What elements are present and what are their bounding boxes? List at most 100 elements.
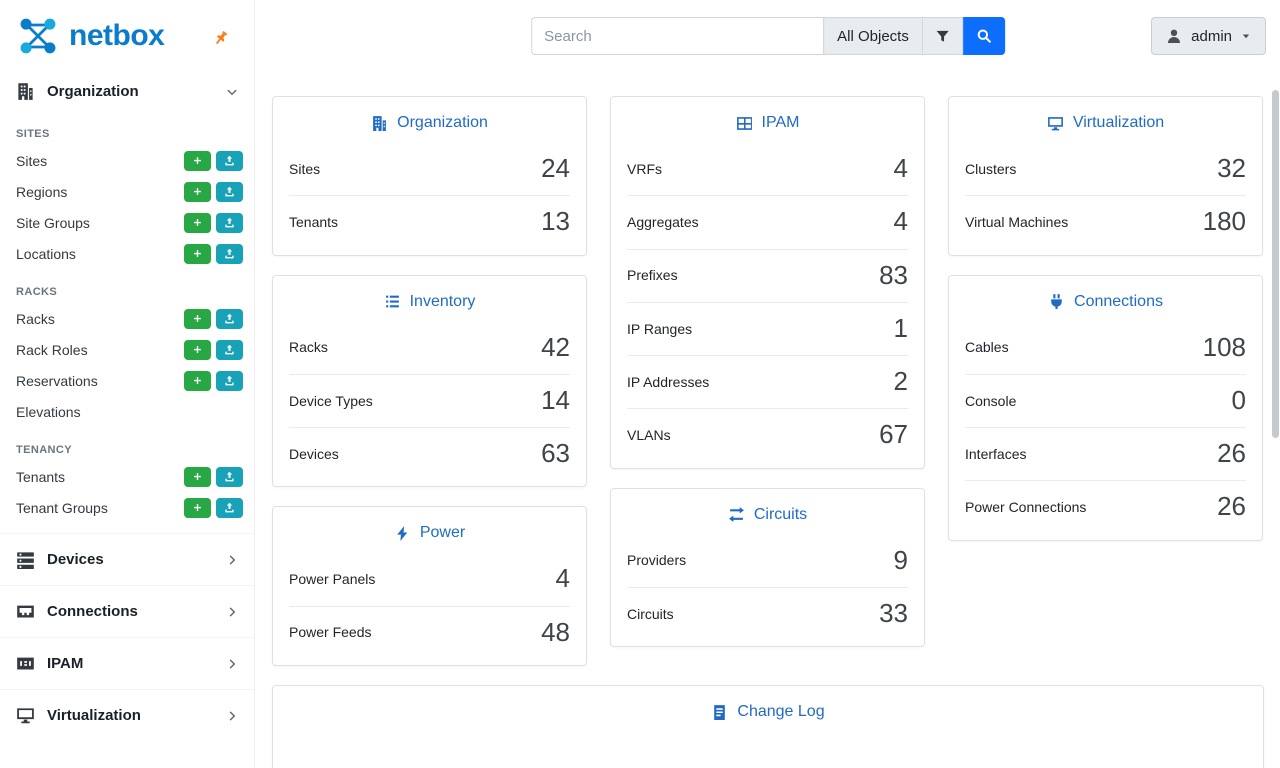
card-virtualization: Virtualization Clusters 32 Virtual Machi… (948, 96, 1263, 256)
scrollbar[interactable] (1272, 90, 1279, 438)
stat-row: Virtual Machines 180 (965, 195, 1246, 248)
stat-label[interactable]: Clusters (965, 160, 1017, 177)
stat-label[interactable]: IP Addresses (627, 373, 710, 390)
search-input[interactable] (531, 17, 824, 55)
sidebar-link[interactable]: Reservations (16, 372, 98, 389)
brand-name: netbox (69, 19, 165, 52)
sidebar-link[interactable]: Sites (16, 152, 48, 169)
add-button[interactable] (184, 339, 211, 360)
import-button[interactable] (216, 212, 243, 233)
grid-icon (736, 115, 753, 132)
sidebar-group-label: Connections (47, 603, 138, 620)
import-button[interactable] (216, 181, 243, 202)
add-button[interactable] (184, 497, 211, 518)
magnifier-icon (976, 28, 992, 44)
sidebar-group-connections[interactable]: Connections (0, 585, 254, 637)
sidebar-item-racks: Racks (0, 303, 254, 334)
import-button[interactable] (216, 150, 243, 171)
add-button[interactable] (184, 466, 211, 487)
card-header: Inventory (273, 276, 586, 322)
stat-label[interactable]: Cables (965, 339, 1009, 356)
sidebar-group-devices[interactable]: Devices (0, 533, 254, 585)
notebook-icon (711, 704, 728, 721)
add-button[interactable] (184, 370, 211, 391)
search-submit-button[interactable] (962, 17, 1005, 55)
sidebar-link[interactable]: Tenant Groups (16, 499, 108, 516)
stat-label[interactable]: Providers (627, 552, 687, 569)
search-scope-button[interactable]: All Objects (823, 17, 923, 55)
sidebar-group-virtualization[interactable]: Virtualization (0, 689, 254, 741)
stat-row: VRFs 4 (627, 143, 908, 195)
stat-value: 108 (1202, 331, 1246, 362)
import-button[interactable] (216, 370, 243, 391)
sidebar-link[interactable]: Tenants (16, 468, 66, 485)
import-button[interactable] (216, 339, 243, 360)
section-header-tenancy: TENANCY (16, 444, 72, 456)
stat-label[interactable]: Console (965, 392, 1017, 409)
user-menu-button[interactable]: admin (1151, 17, 1266, 55)
stat-label[interactable]: Power Connections (965, 499, 1087, 516)
stat-label[interactable]: Tenants (289, 213, 339, 230)
stat-label[interactable]: Devices (289, 445, 339, 462)
stat-label[interactable]: Interfaces (965, 445, 1027, 462)
ipam-icon (16, 654, 35, 673)
stat-label[interactable]: Circuits (627, 605, 674, 622)
sidebar-group-label: Organization (47, 83, 139, 100)
stat-label[interactable]: Aggregates (627, 213, 699, 230)
sidebar-link[interactable]: Site Groups (16, 214, 90, 231)
card-title: Inventory (409, 292, 476, 310)
sidebar-item-elevations: Elevations (0, 396, 254, 427)
stat-value: 14 (541, 384, 570, 415)
stat-label[interactable]: VRFs (627, 160, 662, 177)
sidebar-group-label: Virtualization (47, 707, 141, 724)
add-button[interactable] (184, 150, 211, 171)
stat-row: Power Feeds 48 (289, 605, 570, 659)
sidebar-link[interactable]: Elevations (16, 403, 81, 420)
import-button[interactable] (216, 497, 243, 518)
chevron-right-icon (226, 606, 238, 618)
stat-value: 24 (541, 153, 570, 183)
sidebar-link[interactable]: Locations (16, 245, 76, 262)
sidebar-group-ipam[interactable]: IPAM (0, 637, 254, 689)
netbox-logo-icon (16, 14, 60, 58)
import-button[interactable] (216, 466, 243, 487)
add-button[interactable] (184, 308, 211, 329)
import-button[interactable] (216, 308, 243, 329)
sidebar-link[interactable]: Rack Roles (16, 341, 88, 358)
stat-value: 67 (879, 419, 908, 450)
stat-label[interactable]: VLANs (627, 427, 671, 444)
stat-label[interactable]: Power Feeds (289, 624, 372, 641)
stat-value: 1 (893, 312, 908, 343)
stat-label[interactable]: Sites (289, 160, 321, 177)
stat-value: 4 (555, 563, 570, 594)
chevron-right-icon (226, 554, 238, 566)
stat-label[interactable]: Virtual Machines (965, 213, 1069, 230)
sidebar-link[interactable]: Regions (16, 183, 68, 200)
filter-button[interactable] (922, 17, 963, 55)
stat-value: 13 (541, 206, 570, 237)
section-header-racks: RACKS (16, 286, 58, 298)
monitor-icon (1047, 115, 1064, 132)
stat-label[interactable]: Racks (289, 339, 328, 356)
stat-row: Circuits 33 (627, 587, 908, 640)
sidebar-group-organization[interactable]: Organization (0, 72, 254, 111)
section-header-sites: SITES (16, 128, 50, 140)
add-button[interactable] (184, 212, 211, 233)
monitor-icon (16, 706, 35, 725)
stat-label[interactable]: IP Ranges (627, 320, 693, 337)
stat-value: 0 (1231, 384, 1246, 415)
pin-sidebar-icon[interactable] (212, 30, 230, 48)
stat-label[interactable]: Device Types (289, 392, 373, 409)
brand[interactable]: netbox (0, 0, 254, 68)
add-button[interactable] (184, 181, 211, 202)
add-button[interactable] (184, 243, 211, 264)
card-title: Circuits (753, 505, 808, 523)
stat-label[interactable]: Power Panels (289, 571, 376, 588)
import-button[interactable] (216, 243, 243, 264)
sidebar-item-sites: Sites (0, 145, 254, 176)
stat-row: Aggregates 4 (627, 195, 908, 248)
stat-label[interactable]: Prefixes (627, 267, 678, 284)
card-header: Virtualization (949, 97, 1262, 143)
sidebar-link[interactable]: Racks (16, 310, 55, 327)
bolt-icon (394, 525, 411, 542)
